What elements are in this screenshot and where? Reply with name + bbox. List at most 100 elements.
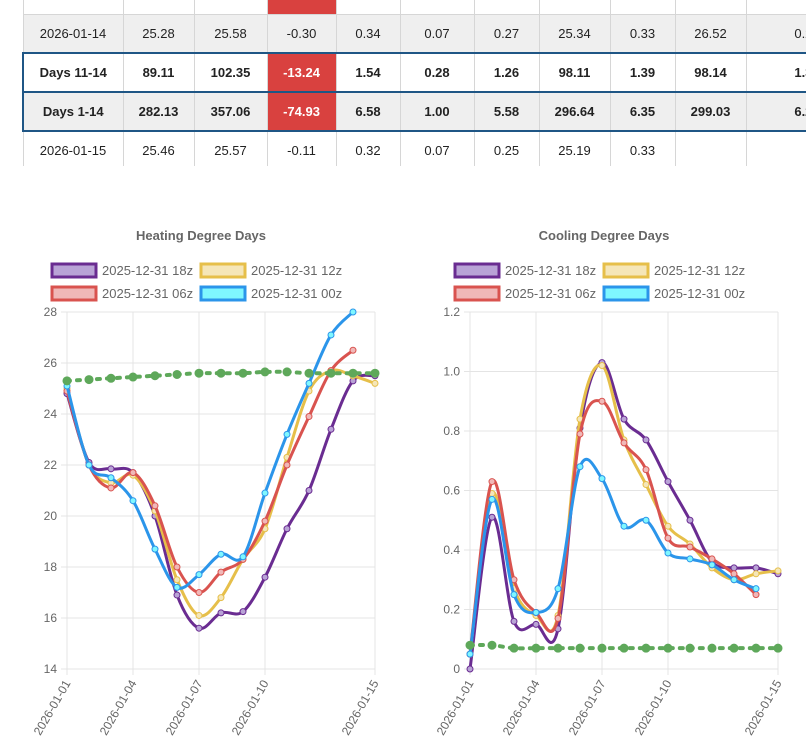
x-tick-label: 2026-01-07 <box>566 677 609 737</box>
data-point <box>642 516 650 524</box>
legend-label: 2025-12-31 18z <box>102 263 193 278</box>
data-point <box>216 368 226 378</box>
data-point <box>129 497 137 505</box>
series-line <box>65 373 377 631</box>
data-point <box>129 469 137 477</box>
table-cell: 0.33 <box>609 130 676 166</box>
data-point <box>597 643 607 653</box>
y-tick-label: 28 <box>44 305 58 319</box>
y-tick-label: 1.0 <box>443 365 460 379</box>
legend-label: 2025-12-31 00z <box>654 286 745 301</box>
data-point <box>598 475 606 483</box>
data-point <box>664 478 672 486</box>
data-point <box>261 517 269 525</box>
data-point <box>686 516 694 524</box>
legend-swatch <box>50 285 98 302</box>
table-cell: 89.11 <box>122 52 195 93</box>
data-point <box>84 375 94 385</box>
data-point <box>173 583 181 591</box>
data-point <box>620 522 628 530</box>
x-tick-label: 2026-01-10 <box>229 677 272 737</box>
table-cell: 98.14 <box>674 52 747 93</box>
data-point <box>62 376 72 386</box>
data-point <box>283 525 291 533</box>
data-point <box>305 413 313 421</box>
data-point <box>488 495 496 503</box>
data-point <box>304 368 314 378</box>
data-point <box>752 564 760 572</box>
data-point <box>663 643 673 653</box>
legend-label: 2025-12-31 00z <box>251 286 342 301</box>
data-point <box>730 570 738 578</box>
data-point <box>239 608 247 616</box>
data-point <box>774 567 782 575</box>
data-point <box>619 643 629 653</box>
data-point <box>686 555 694 563</box>
table-cell: 25.57 <box>193 130 268 166</box>
data-point <box>510 591 518 599</box>
y-tick-label: 14 <box>44 662 58 676</box>
table-cell: Days 1-14 <box>22 91 124 132</box>
data-point <box>466 665 474 673</box>
data-point <box>642 466 650 474</box>
table-cell: 2026-01-15 <box>22 130 124 166</box>
series <box>466 362 782 658</box>
data-point <box>349 346 357 354</box>
y-tick-label: 0.6 <box>443 484 460 498</box>
table-cell: 1.00 <box>399 91 475 132</box>
data-point <box>752 570 760 578</box>
legend-label: 2025-12-31 06z <box>505 286 596 301</box>
table-cell: -0.15 <box>266 0 337 15</box>
y-tick-label: 1.2 <box>443 305 460 319</box>
table-cell: Days 11-14 <box>22 52 124 93</box>
data-point <box>217 609 225 617</box>
series <box>63 308 357 591</box>
table-cell: 25.34 <box>538 14 611 54</box>
data-point <box>305 487 313 494</box>
data-point <box>553 643 563 653</box>
data-point <box>642 481 650 489</box>
data-point <box>465 640 475 650</box>
data-point <box>686 543 694 551</box>
series <box>465 640 783 653</box>
data-point <box>708 555 716 563</box>
data-point <box>151 545 159 553</box>
table-cell: 6.58 <box>335 91 401 132</box>
data-point <box>598 397 606 405</box>
y-tick-label: 24 <box>44 407 58 421</box>
table-cell: 25.46 <box>122 130 195 166</box>
chart-title: Heating Degree Days <box>136 228 266 243</box>
data-point <box>488 478 496 486</box>
table-cell: 299.03 <box>674 91 747 132</box>
table-cell: 0.07 <box>399 14 475 54</box>
table-row: Days 11-14 89.11 102.35 -13.24 1.54 0.28 1.26 9… <box>22 52 806 93</box>
series <box>466 397 760 658</box>
data-point <box>217 594 225 602</box>
data-point <box>752 585 760 593</box>
data-point <box>150 371 160 381</box>
table-cell: -13.24 <box>266 52 337 93</box>
x-tick-label: 2026-01-07 <box>163 677 206 737</box>
legend-swatch <box>199 285 247 302</box>
data-point <box>327 425 335 433</box>
data-point <box>107 465 115 473</box>
data-point <box>554 614 562 622</box>
table-cell: 0.25 <box>473 130 540 166</box>
x-tick-label: 2026-01-04 <box>97 677 140 737</box>
table-cell <box>745 130 806 166</box>
table-cell: 0.33 <box>609 14 676 54</box>
data-point <box>729 643 739 653</box>
table-cell: 0.33 <box>745 0 806 15</box>
series-line <box>468 399 758 656</box>
data-point <box>620 415 628 423</box>
legend-swatch <box>50 262 98 279</box>
data-point <box>371 379 379 387</box>
data-point <box>195 611 203 619</box>
data-point <box>260 367 270 377</box>
legend-swatch <box>199 262 247 279</box>
data-point <box>751 643 761 653</box>
table-row: 2026-01-1325.4025.55-0.150.340.070.2725.… <box>22 0 806 15</box>
x-tick-label: 2026-01-15 <box>339 677 382 737</box>
table-cell <box>674 130 747 166</box>
